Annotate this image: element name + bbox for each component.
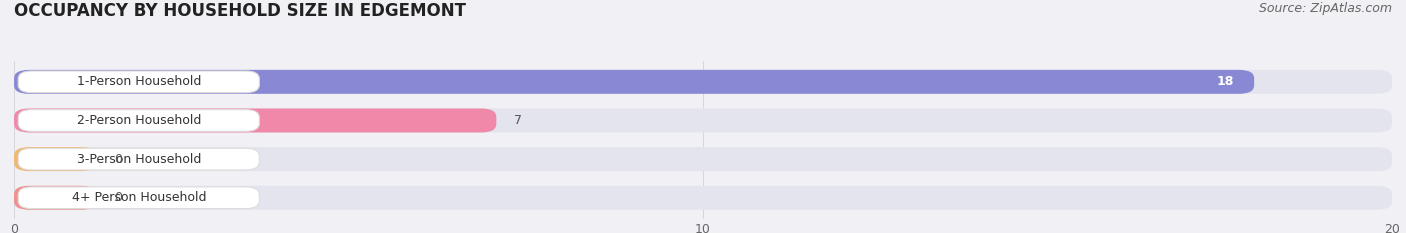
- Text: Source: ZipAtlas.com: Source: ZipAtlas.com: [1258, 2, 1392, 15]
- FancyBboxPatch shape: [14, 147, 97, 171]
- Text: 7: 7: [513, 114, 522, 127]
- FancyBboxPatch shape: [18, 148, 259, 170]
- FancyBboxPatch shape: [14, 70, 1392, 94]
- FancyBboxPatch shape: [18, 110, 259, 131]
- Text: 1-Person Household: 1-Person Household: [76, 75, 201, 88]
- Text: OCCUPANCY BY HOUSEHOLD SIZE IN EDGEMONT: OCCUPANCY BY HOUSEHOLD SIZE IN EDGEMONT: [14, 2, 465, 20]
- FancyBboxPatch shape: [14, 109, 1392, 132]
- Text: 3-Person Household: 3-Person Household: [76, 153, 201, 166]
- FancyBboxPatch shape: [14, 109, 496, 132]
- Text: 0: 0: [114, 191, 122, 204]
- Text: 2-Person Household: 2-Person Household: [76, 114, 201, 127]
- FancyBboxPatch shape: [18, 71, 259, 93]
- FancyBboxPatch shape: [14, 186, 97, 210]
- FancyBboxPatch shape: [14, 186, 1392, 210]
- FancyBboxPatch shape: [14, 147, 1392, 171]
- Text: 4+ Person Household: 4+ Person Household: [72, 191, 207, 204]
- FancyBboxPatch shape: [18, 187, 259, 209]
- Text: 18: 18: [1216, 75, 1233, 88]
- Text: 0: 0: [114, 153, 122, 166]
- FancyBboxPatch shape: [14, 70, 1254, 94]
